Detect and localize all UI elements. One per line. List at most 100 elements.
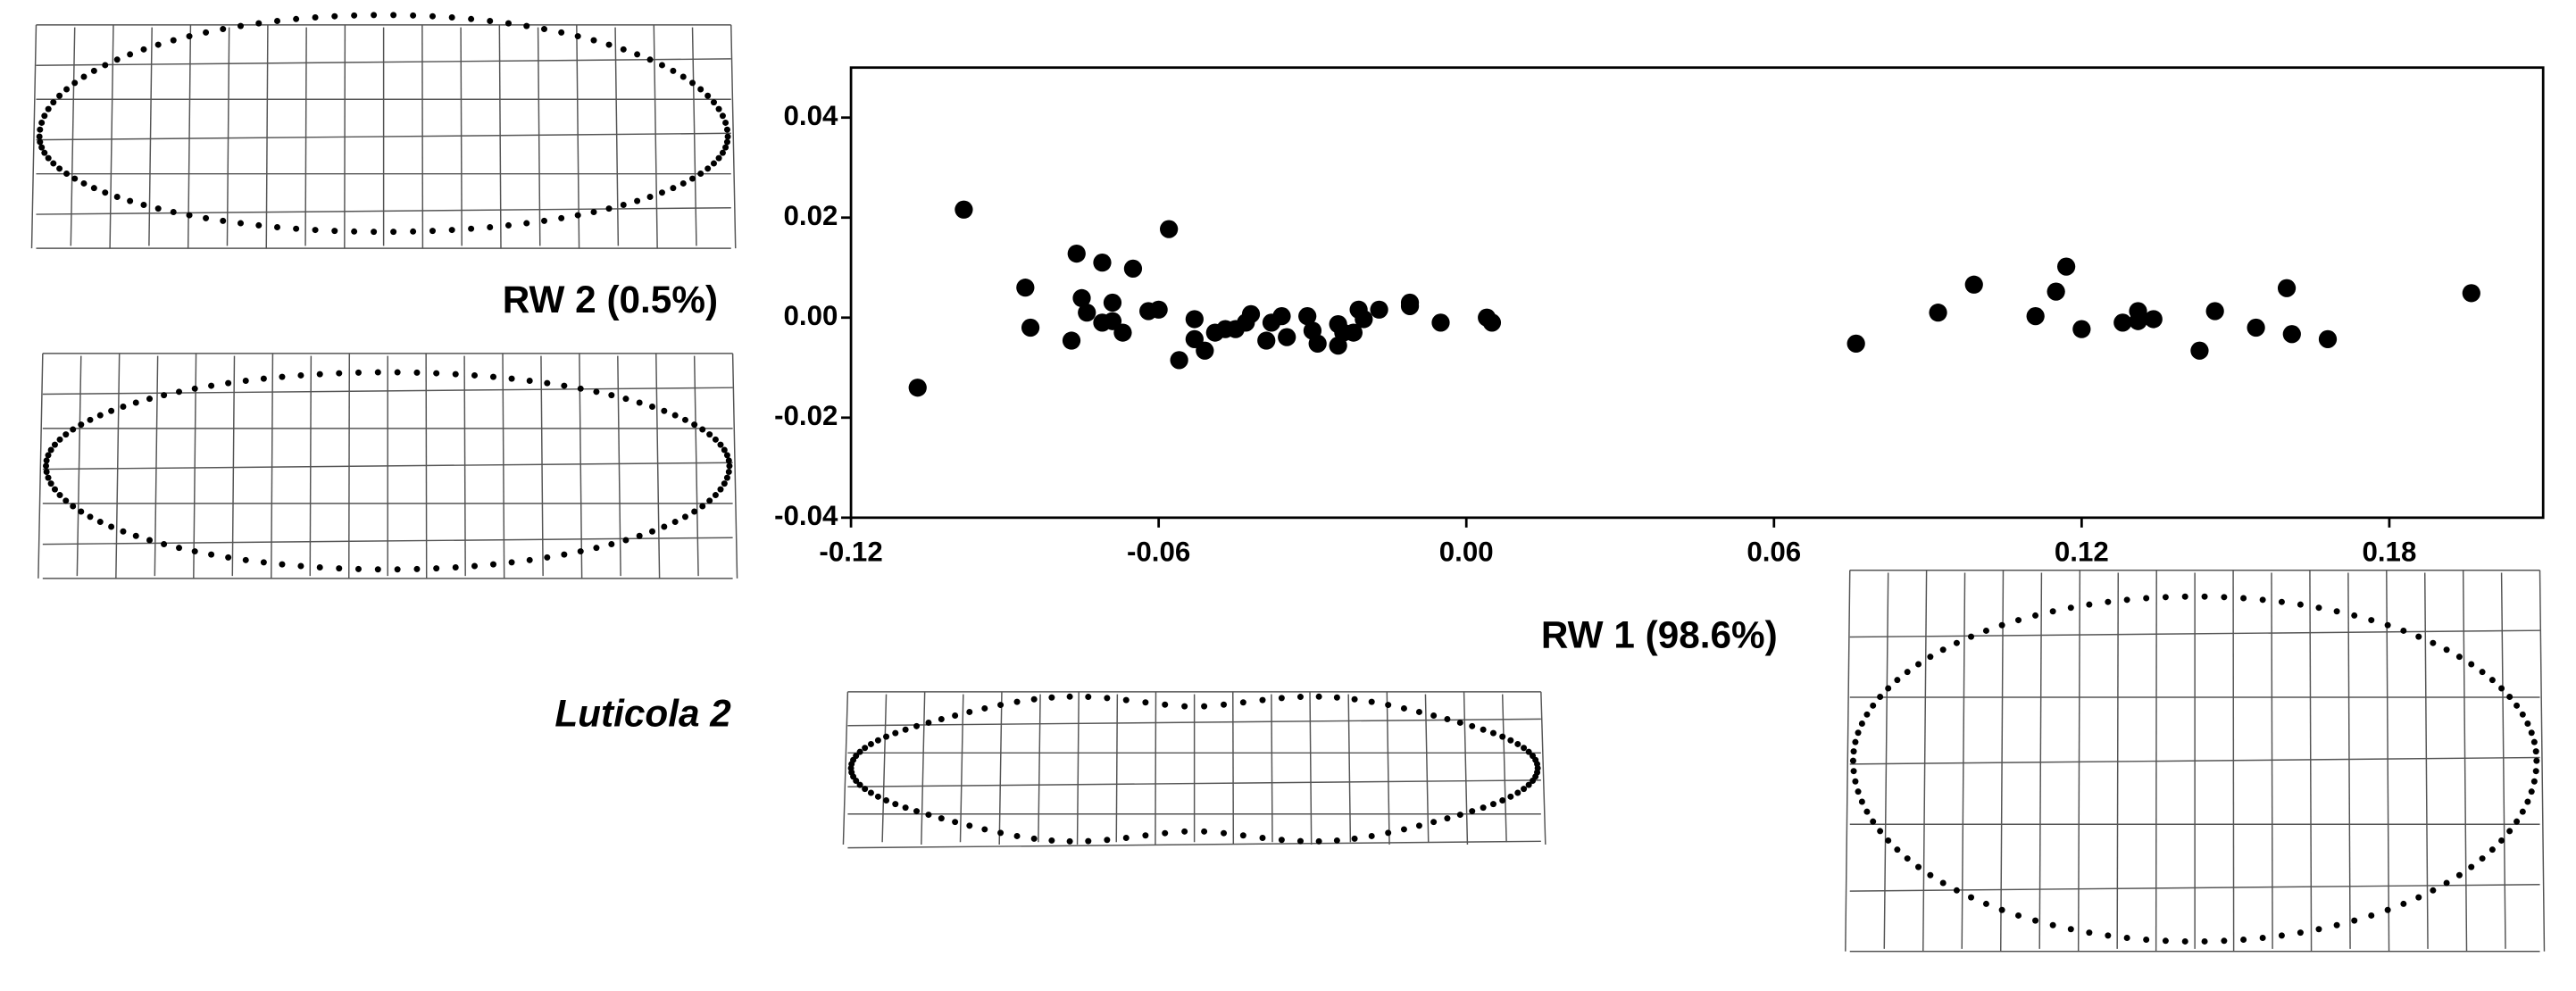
outline-dot bbox=[2049, 608, 2056, 615]
outline-dot bbox=[679, 73, 687, 80]
outline-dot bbox=[1066, 837, 1073, 845]
outline-dot bbox=[80, 179, 88, 187]
outline-dot bbox=[561, 382, 568, 389]
outline-dot bbox=[2488, 677, 2496, 684]
point bbox=[2462, 284, 2480, 303]
x-axis-title: RW 1 (98.6%) bbox=[1541, 613, 1778, 655]
outline-dot bbox=[892, 801, 899, 808]
outline-dot bbox=[634, 197, 641, 204]
grid-line-deco bbox=[2077, 570, 2081, 952]
outline-dot bbox=[2400, 627, 2407, 634]
outline-dot bbox=[63, 497, 70, 504]
outline-dot bbox=[1939, 879, 1947, 887]
outline-dot bbox=[102, 62, 109, 69]
outline-dot bbox=[471, 562, 479, 570]
point bbox=[2026, 306, 2045, 326]
outline-dot bbox=[1939, 646, 1947, 654]
y-tick-label: 0.02 bbox=[784, 200, 838, 231]
outline-dot bbox=[558, 29, 565, 36]
outline-dot bbox=[2384, 621, 2391, 629]
outline-dot bbox=[2015, 912, 2022, 919]
point bbox=[1123, 259, 1143, 279]
outline-dot bbox=[2181, 937, 2188, 945]
outline-dot bbox=[2297, 929, 2304, 937]
outline-dot bbox=[2488, 846, 2496, 854]
outline-dot bbox=[452, 563, 459, 570]
x-tick-label: -0.12 bbox=[819, 537, 882, 568]
outline-dot bbox=[1489, 729, 1496, 737]
outline-dot bbox=[2259, 596, 2266, 604]
outline-dot bbox=[1870, 702, 1877, 709]
plot-frame bbox=[849, 66, 2545, 520]
outline-dot bbox=[593, 388, 600, 396]
point bbox=[1072, 288, 1091, 308]
grid-line-deco bbox=[304, 27, 307, 246]
outline-dot bbox=[725, 457, 732, 464]
outline-dot bbox=[1430, 819, 1438, 826]
outline-dot bbox=[526, 377, 533, 384]
point bbox=[1929, 304, 1947, 322]
grid-line-deco bbox=[2116, 572, 2120, 949]
outline-dot bbox=[374, 566, 381, 573]
grid-line-deco bbox=[109, 24, 114, 249]
outline-dot bbox=[1259, 696, 1266, 704]
outline-dot bbox=[108, 407, 115, 414]
outline-dot bbox=[108, 523, 115, 530]
outline-dot bbox=[176, 545, 183, 552]
outline-dot bbox=[1201, 828, 1208, 835]
point bbox=[1241, 304, 1261, 323]
outline-dot bbox=[1013, 698, 1021, 705]
outline-dot bbox=[867, 740, 874, 747]
outline-dot bbox=[526, 556, 533, 563]
outline-dot bbox=[867, 789, 874, 796]
outline-dot bbox=[1480, 726, 1487, 733]
outline-dot bbox=[297, 562, 304, 570]
outline-dot bbox=[2221, 594, 2228, 601]
outline-dot bbox=[242, 556, 249, 563]
outline-dot bbox=[1915, 661, 1922, 668]
outline-dot bbox=[661, 407, 668, 414]
outline-dot bbox=[2315, 926, 2322, 933]
grid-line-deco bbox=[70, 27, 76, 246]
grid-line-deco bbox=[2538, 570, 2546, 952]
grid-line-deco bbox=[731, 353, 738, 579]
outline-dot bbox=[154, 41, 162, 48]
outline-dot bbox=[468, 225, 475, 232]
x-tick-label: 0.06 bbox=[1747, 537, 1801, 568]
outline-dot bbox=[220, 217, 227, 224]
outline-dot bbox=[706, 431, 713, 438]
outline-dot bbox=[170, 37, 177, 44]
outline-dot bbox=[413, 369, 421, 376]
outline-dot bbox=[487, 223, 494, 230]
outline-dot bbox=[1904, 855, 1911, 862]
outline-dot bbox=[279, 373, 286, 380]
outline-dot bbox=[1885, 837, 1892, 844]
outline-dot bbox=[2351, 917, 2358, 924]
outline-dot bbox=[1982, 900, 1989, 907]
outline-dot bbox=[862, 745, 869, 752]
grid-line-deco bbox=[463, 355, 466, 577]
outline-dot bbox=[1514, 789, 1521, 796]
point bbox=[908, 379, 927, 397]
outline-dot bbox=[203, 214, 210, 221]
outline-dot bbox=[723, 126, 730, 133]
outline-dot bbox=[312, 14, 319, 21]
outline-dot bbox=[1894, 846, 1901, 854]
outline-dot bbox=[413, 565, 421, 572]
outline-dot bbox=[56, 492, 63, 499]
grid-line-deco bbox=[498, 24, 502, 249]
outline-dot bbox=[448, 227, 455, 234]
outline-dot bbox=[374, 369, 381, 376]
grid-line-deco bbox=[502, 353, 505, 579]
outline-dot bbox=[981, 826, 988, 833]
outline-dot bbox=[176, 388, 183, 396]
outline-dot bbox=[561, 551, 568, 558]
outline-dot bbox=[2201, 937, 2208, 945]
point bbox=[1272, 306, 1291, 326]
outline-dot bbox=[2498, 685, 2505, 692]
outline-dot bbox=[2533, 757, 2540, 764]
grid-line-deco bbox=[1271, 694, 1273, 843]
y-tick-label: 0.00 bbox=[784, 300, 838, 331]
outline-dot bbox=[1221, 701, 1228, 708]
